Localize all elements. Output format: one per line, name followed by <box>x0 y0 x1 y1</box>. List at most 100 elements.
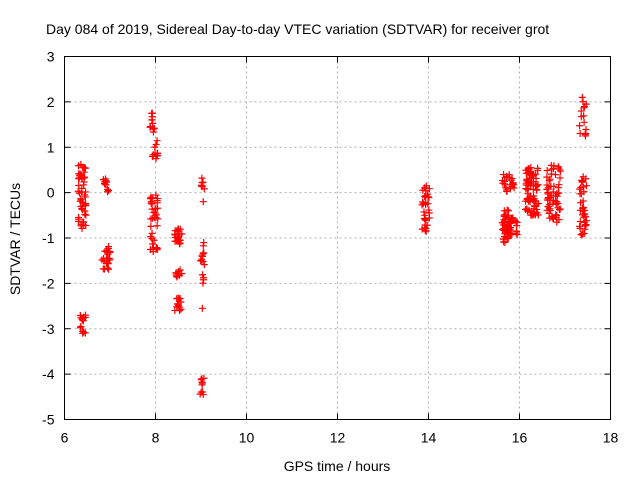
data-point <box>198 375 206 383</box>
data-point <box>173 303 181 311</box>
data-point <box>547 161 555 169</box>
y-tick-label: 2 <box>47 94 55 110</box>
data-point <box>577 190 585 198</box>
data-point <box>104 259 112 267</box>
data-point <box>101 175 109 183</box>
data-point <box>576 224 584 232</box>
data-point <box>152 214 160 222</box>
data-point <box>149 125 157 133</box>
data-point <box>100 257 108 265</box>
data-point <box>523 166 531 174</box>
data-point <box>199 252 207 260</box>
data-point <box>577 183 585 191</box>
y-tick-label: -1 <box>42 230 55 246</box>
data-point <box>200 239 208 247</box>
data-point <box>543 173 551 181</box>
data-point <box>578 93 586 101</box>
data-point <box>528 178 536 186</box>
data-point <box>544 196 552 204</box>
data-point <box>545 177 553 185</box>
data-point <box>576 122 584 130</box>
data-point <box>506 184 514 192</box>
data-point <box>176 307 184 315</box>
data-point <box>513 231 521 239</box>
data-point <box>152 191 160 199</box>
data-point <box>154 149 162 157</box>
data-point <box>580 211 588 219</box>
data-point <box>79 329 87 337</box>
data-point <box>174 237 182 245</box>
data-point <box>500 170 508 178</box>
data-point <box>81 311 89 319</box>
data-point <box>581 221 589 229</box>
data-point <box>523 175 531 183</box>
data-point <box>148 153 156 161</box>
data-point <box>581 225 589 233</box>
y-axis-label: SDTVAR / TECUs <box>7 183 23 295</box>
data-point <box>149 248 157 256</box>
data-point <box>531 181 539 189</box>
data-point <box>582 126 590 134</box>
data-point <box>105 187 113 195</box>
data-point <box>577 107 585 115</box>
data-point <box>503 206 511 214</box>
chart-title: Day 084 of 2019, Sidereal Day-to-day VTE… <box>46 21 549 37</box>
data-point <box>198 381 206 389</box>
data-point <box>82 211 90 219</box>
data-point <box>504 234 512 242</box>
grid <box>64 56 611 420</box>
data-point <box>79 198 87 206</box>
data-point <box>198 304 206 312</box>
data-point <box>76 189 84 197</box>
data-point <box>80 174 88 182</box>
data-point <box>556 206 564 214</box>
data-point <box>543 167 551 175</box>
data-point <box>199 271 207 279</box>
data-point <box>177 305 185 313</box>
data-point <box>147 215 155 223</box>
data-point <box>422 227 430 235</box>
data-point <box>106 249 114 257</box>
data-point <box>148 109 156 117</box>
data-point <box>521 206 529 214</box>
x-tick-label: 8 <box>152 430 160 446</box>
data-point <box>533 206 541 214</box>
data-point <box>174 300 182 308</box>
x-tick-label: 18 <box>603 430 619 446</box>
data-point <box>199 198 207 206</box>
data-point <box>200 261 208 269</box>
data-point <box>555 184 563 192</box>
data-point <box>508 174 516 182</box>
data-point <box>79 316 87 324</box>
data-point <box>78 224 86 232</box>
data-point <box>150 209 158 217</box>
data-point <box>171 234 179 242</box>
data-point <box>80 168 88 176</box>
data-point <box>77 160 85 168</box>
data-point <box>148 194 156 202</box>
data-point <box>199 391 207 399</box>
x-axis-label: GPS time / hours <box>284 458 391 474</box>
data-point <box>580 112 588 120</box>
data-point <box>200 274 208 282</box>
data-point <box>81 191 89 199</box>
x-tick-label: 10 <box>239 430 255 446</box>
data-point <box>176 266 184 274</box>
data-point <box>580 118 588 126</box>
data-point <box>577 199 585 207</box>
data-point <box>148 235 156 243</box>
data-point <box>576 218 584 226</box>
data-point <box>102 181 110 189</box>
data-point <box>74 217 82 225</box>
data-point <box>549 188 557 196</box>
data-point <box>553 211 561 219</box>
data-point <box>421 211 429 219</box>
data-point <box>499 235 507 243</box>
y-tick-label: 3 <box>47 49 55 65</box>
data-points <box>74 93 590 399</box>
data-point <box>552 211 560 219</box>
data-point <box>582 182 590 190</box>
y-tick-label: -3 <box>42 321 55 337</box>
data-point <box>422 216 430 224</box>
